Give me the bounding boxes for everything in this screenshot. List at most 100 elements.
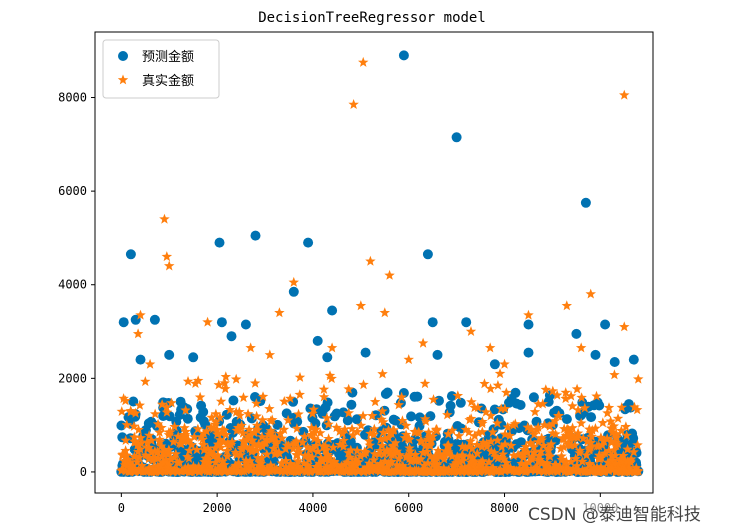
point-star-1001 xyxy=(190,378,201,388)
point-star-231 xyxy=(518,444,530,454)
point-star-1174 xyxy=(564,466,575,477)
point-star-1086 xyxy=(185,464,196,475)
point-star-1214 xyxy=(575,342,587,353)
point-star-58 xyxy=(230,447,241,458)
point-star-222 xyxy=(235,449,246,460)
point-star-1085 xyxy=(180,465,192,476)
point-star-967 xyxy=(565,390,577,401)
point-star-902 xyxy=(192,375,204,386)
x-tick-label-1: 2000 xyxy=(203,501,232,515)
point-star-597 xyxy=(544,451,556,462)
point-star-1170 xyxy=(547,465,558,476)
point-star-354 xyxy=(366,460,378,471)
point-star-1036 xyxy=(420,416,432,426)
point-star-269 xyxy=(469,430,480,441)
point-star-1205 xyxy=(523,309,534,320)
point-star-345 xyxy=(386,456,397,467)
point-star-690 xyxy=(391,459,403,470)
point-star-999 xyxy=(310,423,322,434)
point-star-445 xyxy=(487,462,499,473)
point-star-320 xyxy=(302,461,314,472)
point-star-904 xyxy=(540,384,551,395)
point-star-332 xyxy=(328,442,339,452)
point-circle-1198 xyxy=(288,286,299,297)
point-star-515 xyxy=(586,431,597,442)
point-star-998 xyxy=(214,412,226,422)
point-star-709 xyxy=(252,452,264,463)
point-star-1069 xyxy=(210,416,221,427)
point-star-441 xyxy=(212,438,224,449)
point-star-159 xyxy=(607,427,618,437)
point-star-976 xyxy=(591,390,602,401)
point-star-682 xyxy=(477,455,488,466)
point-star-966 xyxy=(571,383,583,394)
point-star-293 xyxy=(344,451,356,462)
point-star-592 xyxy=(565,456,577,467)
point-star-571 xyxy=(486,446,497,457)
point-star-870 xyxy=(427,431,438,441)
point-star-1033 xyxy=(326,373,337,384)
point-star-972 xyxy=(572,404,584,415)
point-star-995 xyxy=(282,414,294,425)
point-star-1084 xyxy=(176,465,187,476)
point-star-387 xyxy=(135,438,147,448)
point-star-889 xyxy=(347,458,358,469)
point-star-1200 xyxy=(135,309,146,320)
point-star-224 xyxy=(129,451,140,462)
point-star-838 xyxy=(342,456,353,467)
point-star-1209 xyxy=(132,328,144,339)
point-star-797 xyxy=(233,457,244,468)
point-circle-1200 xyxy=(118,317,129,328)
point-circle-938 xyxy=(272,419,283,430)
point-star-766 xyxy=(533,455,544,466)
point-star-684 xyxy=(581,449,592,460)
point-star-196 xyxy=(520,441,532,452)
point-star-458 xyxy=(607,455,618,465)
point-star-552 xyxy=(164,459,175,470)
legend-label-0: 预测金额 xyxy=(142,49,194,65)
point-circle-970 xyxy=(628,433,639,444)
point-star-857 xyxy=(514,463,525,474)
legend-box xyxy=(102,39,220,99)
point-circle-1212 xyxy=(188,352,199,363)
point-star-785 xyxy=(143,442,155,453)
point-star-963 xyxy=(219,377,230,388)
point-circle-1215 xyxy=(322,352,333,363)
point-star-920 xyxy=(285,393,296,403)
point-star-942 xyxy=(396,391,407,402)
point-star-740 xyxy=(621,430,632,441)
point-star-1053 xyxy=(213,379,224,390)
point-star-748 xyxy=(306,451,318,462)
point-star-390 xyxy=(347,429,359,440)
point-circle-1054 xyxy=(489,404,500,415)
point-star-891 xyxy=(154,427,165,437)
point-star-139 xyxy=(578,433,589,443)
point-star-736 xyxy=(217,455,228,466)
point-star-1104 xyxy=(262,465,274,475)
point-star-927 xyxy=(264,403,275,414)
point-star-1048 xyxy=(560,387,571,398)
point-star-772 xyxy=(230,460,241,470)
point-star-939 xyxy=(294,371,306,382)
point-star-1005 xyxy=(251,420,263,431)
point-star-922 xyxy=(469,402,480,413)
point-star-1111 xyxy=(292,466,304,477)
point-star-1141 xyxy=(422,465,433,476)
point-star-297 xyxy=(319,454,331,464)
point-star-63 xyxy=(372,461,383,471)
point-star-649 xyxy=(178,433,190,443)
point-star-545 xyxy=(529,447,540,458)
point-star-1075 xyxy=(137,465,149,476)
point-star-1207 xyxy=(585,288,596,299)
point-star-1007 xyxy=(525,424,536,434)
point-star-985 xyxy=(466,396,477,407)
point-star-824 xyxy=(496,441,507,452)
point-star-993 xyxy=(140,376,151,387)
point-star-990 xyxy=(496,403,507,414)
point-star-1165 xyxy=(525,464,537,475)
point-star-994 xyxy=(609,369,620,380)
point-star-1016 xyxy=(215,396,227,406)
point-star-489 xyxy=(303,454,315,465)
point-star-608 xyxy=(157,457,169,468)
point-star-596 xyxy=(565,439,577,450)
